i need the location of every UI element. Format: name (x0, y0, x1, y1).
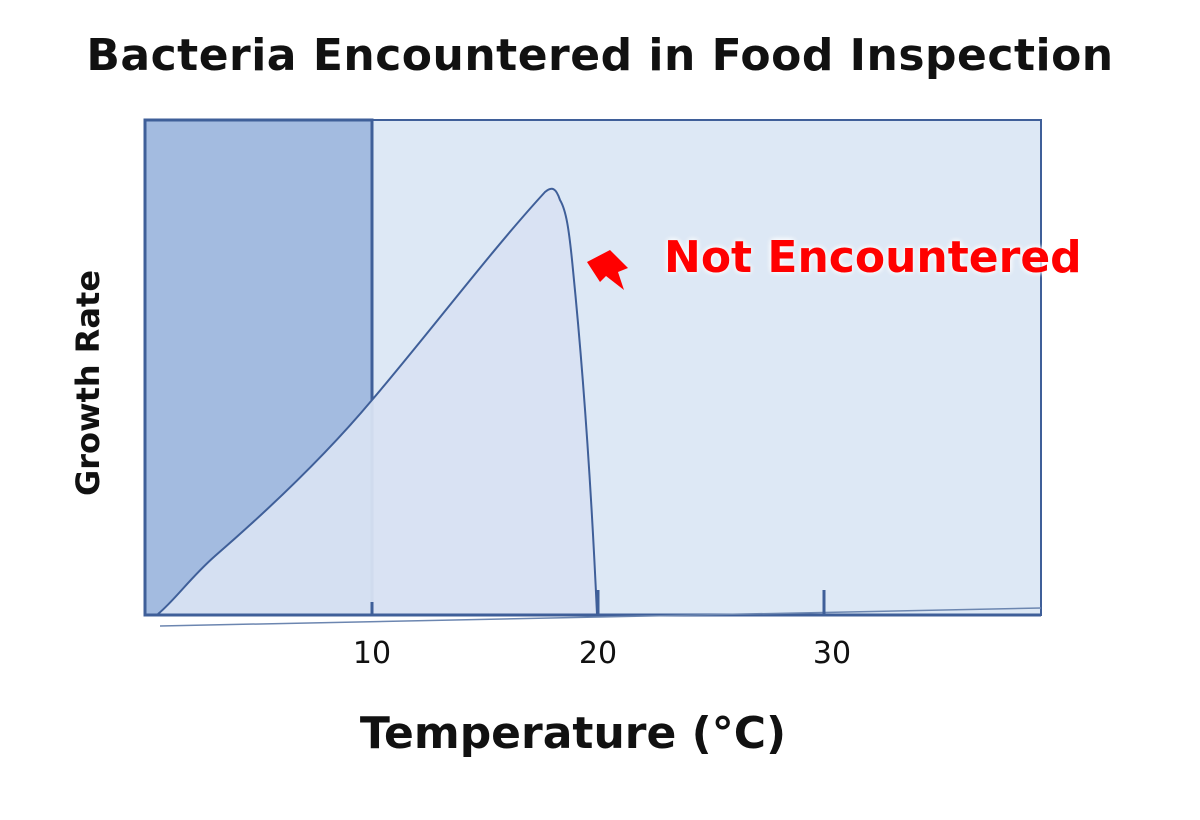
growth-curve-line (157, 187, 598, 615)
annotation-not-encountered: Not Encountered (664, 232, 1082, 283)
x-axis-baseline (159, 607, 1042, 627)
growth-curve-fill (158, 188, 597, 614)
x-axis-label: Temperature (°C) (359, 708, 787, 759)
arrow-icon (587, 250, 628, 290)
x-tick-label-20: 20 (578, 636, 618, 671)
x-tick-label-10: 10 (352, 636, 392, 671)
y-axis-label: Growth Rate (69, 269, 107, 497)
x-tick-label-30: 30 (812, 636, 852, 671)
chart-title: Bacteria Encountered in Food Inspection (86, 30, 1114, 81)
